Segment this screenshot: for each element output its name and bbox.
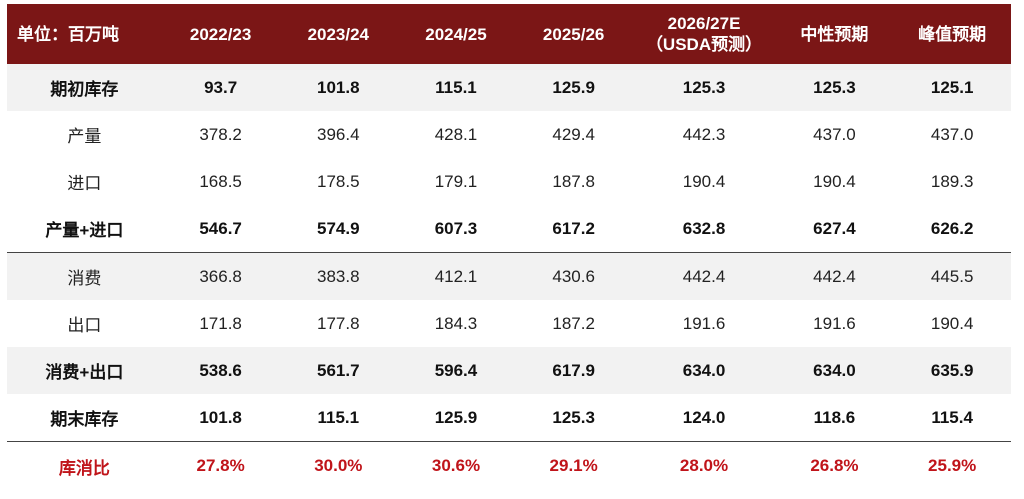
table-cell: 178.5 (317, 171, 360, 191)
table-cell: 115.1 (279, 394, 398, 442)
table-cell: 93.7 (161, 64, 280, 111)
table-row: 期初库存 93.7 101.8 115.1 125.9 125.3 125.3 125.1 (7, 64, 1011, 111)
table-row: 期末库存 101.8 115.1 125.9 125.3 124.0 118.6 115.4 (7, 394, 1011, 442)
table-cell: 632.8 (632, 205, 776, 253)
table-cell: 125.9 (397, 394, 515, 442)
table-cell: 445.5 (893, 252, 1011, 300)
table-cell: 596.4 (397, 347, 515, 394)
header-col-2023-24: 2023/24 (279, 4, 398, 64)
table-cell: 101.8 (161, 394, 280, 442)
table-cell: 635.9 (893, 347, 1011, 394)
table-cell: 30.6% (431, 456, 481, 475)
table-row: 消费+出口 538.6 561.7 596.4 617.9 634.0 634.0 635.9 (7, 347, 1011, 394)
table-row: 消费 366.8 383.8 412.1 430.6 442.4 442.4 445.5 (7, 252, 1011, 300)
table-cell: 546.7 (161, 205, 280, 253)
table-cell: 428.1 (434, 124, 478, 144)
table-cell: 538.6 (161, 347, 280, 394)
table-cell: 442.4 (775, 252, 894, 300)
table-cell: 115.1 (397, 64, 515, 111)
row-label: 消费+出口 (7, 347, 162, 394)
table-cell: 115.4 (893, 394, 1011, 442)
balance-sheet-table: 单位：百万吨 2022/23 2023/24 2024/25 2025/26 2… (7, 4, 1011, 490)
header-row: 单位：百万吨 2022/23 2023/24 2024/25 2025/26 2… (7, 4, 1011, 64)
table-cell: 189.3 (930, 171, 974, 191)
row-label: 库消比 (58, 458, 110, 478)
table-cell: 26.8% (810, 456, 859, 475)
table-cell: 125.1 (893, 64, 1011, 111)
table-cell: 101.8 (279, 64, 398, 111)
table-cell: 191.6 (813, 313, 856, 333)
table-cell: 429.4 (552, 124, 595, 144)
row-label: 期初库存 (7, 64, 162, 111)
table-cell: 190.4 (813, 171, 856, 191)
table-cell: 366.8 (161, 252, 280, 300)
table-cell: 574.9 (279, 205, 398, 253)
table-cell: 28.0% (679, 456, 729, 475)
header-col-2025-26: 2025/26 (514, 4, 633, 64)
header-col-peak: 峰值预期 (893, 4, 1011, 64)
table-cell: 168.5 (199, 171, 242, 191)
table-cell: 412.1 (397, 252, 515, 300)
table-cell: 437.0 (930, 124, 974, 144)
table-cell: 177.8 (317, 313, 360, 333)
table-cell: 634.0 (775, 347, 894, 394)
table-cell: 179.1 (434, 171, 478, 191)
table-cell: 617.2 (514, 205, 633, 253)
table-cell: 190.4 (930, 313, 974, 333)
table-row: 产量 378.2 396.4 428.1 429.4 442.3 437.0 437.0 (7, 111, 1011, 158)
table-cell: 383.8 (279, 252, 398, 300)
table-row: 进口 168.5 178.5 179.1 187.8 190.4 190.4 189.3 (7, 158, 1011, 205)
table-cell: 124.0 (632, 394, 776, 442)
row-label: 进口 (67, 174, 102, 193)
table-cell: 27.8% (196, 456, 245, 475)
table-cell: 607.3 (397, 205, 515, 253)
table-row: 库消比 27.8% 30.0% 30.6% 29.1% 28.0% 26.8% 25.9% (7, 442, 1011, 491)
header-col-2022-23: 2022/23 (161, 4, 280, 64)
table-cell: 191.6 (682, 313, 726, 333)
table-cell: 25.9% (928, 456, 977, 475)
table-row: 出口 171.8 177.8 184.3 187.2 191.6 191.6 190.4 (7, 300, 1011, 347)
table-cell: 437.0 (813, 124, 856, 144)
table-body: 期初库存 93.7 101.8 115.1 125.9 125.3 125.3 125.1 产量… (7, 64, 1011, 490)
table-cell: 125.3 (632, 64, 776, 111)
table-cell: 187.8 (552, 171, 595, 191)
table-cell: 125.9 (514, 64, 633, 111)
header-unit: 单位：百万吨 (7, 4, 162, 64)
header-col-2026-27e: 2026/27E （USDA预测） (632, 4, 776, 64)
table-container: 单位：百万吨 2022/23 2023/24 2024/25 2025/26 2… (7, 4, 1011, 490)
row-label: 产量+进口 (7, 205, 162, 253)
table-cell: 627.4 (775, 205, 894, 253)
table-cell: 378.2 (199, 124, 242, 144)
table-cell: 442.3 (682, 124, 726, 144)
table-row: 产量+进口 546.7 574.9 607.3 617.2 632.8 627.4 626.2 (7, 205, 1011, 253)
table-cell: 118.6 (775, 394, 894, 442)
table-cell: 125.3 (775, 64, 894, 111)
row-label: 消费 (7, 252, 162, 300)
table-cell: 125.3 (514, 394, 633, 442)
table-cell: 190.4 (682, 171, 726, 191)
table-cell: 184.3 (434, 313, 478, 333)
table-cell: 187.2 (552, 313, 595, 333)
table-cell: 626.2 (893, 205, 1011, 253)
table-cell: 430.6 (514, 252, 633, 300)
row-label: 产量 (67, 127, 102, 146)
table-cell: 561.7 (279, 347, 398, 394)
row-label: 期末库存 (7, 394, 162, 442)
table-cell: 29.1% (549, 456, 598, 475)
table-cell: 442.4 (632, 252, 776, 300)
table-cell: 634.0 (632, 347, 776, 394)
header-col-2026-27e-line1: 2026/27E (667, 14, 741, 33)
table-cell: 171.8 (199, 313, 242, 333)
table-cell: 30.0% (314, 456, 363, 475)
header-col-2026-27e-line2: （USDA预测） (645, 35, 763, 54)
table-cell: 396.4 (317, 124, 360, 144)
header-col-neutral: 中性预期 (775, 4, 894, 64)
row-label: 出口 (67, 316, 102, 335)
header-col-2024-25: 2024/25 (397, 4, 515, 64)
table-cell: 617.9 (514, 347, 633, 394)
